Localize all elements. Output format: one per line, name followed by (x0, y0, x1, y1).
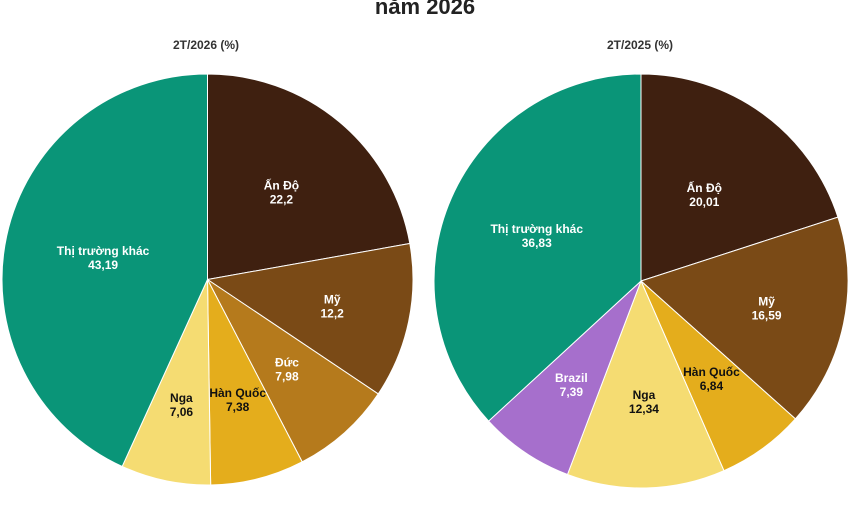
chart-title-2026: 2T/2026 (%) (172, 38, 240, 52)
slice-name: Ấn Độ (264, 177, 299, 192)
pie-slice-an-do (207, 73, 411, 281)
pie-slice-thi-truong-khac (433, 73, 642, 422)
slice-name: Mỹ (324, 293, 341, 307)
slice-value: 16,59 (752, 308, 782, 322)
slice-name: Mỹ (758, 294, 775, 308)
slice-label-thi-truong-khac: Thị trường khác 43,19 (57, 244, 150, 272)
slice-label-my: Mỹ 12,2 (321, 293, 345, 321)
slice-label-brazil: Brazil 7,39 (555, 371, 588, 399)
slice-value: 6,84 (700, 379, 724, 393)
slice-value: 7,06 (170, 405, 194, 419)
slice-label-an-do: Ấn Độ 22,2 (264, 177, 299, 206)
slice-value: 12,2 (321, 307, 345, 321)
pie-slice-my (640, 216, 849, 420)
slice-name: Hàn Quốc (209, 386, 266, 400)
slice-label-han-quoc: Hàn Quốc 6,84 (683, 365, 740, 393)
slice-value: 12,34 (629, 402, 659, 416)
pie-chart-2025: Ấn Độ 20,01 Mỹ 16,59 Hàn Quốc 6,84 Nga 12,34 Bra… (433, 73, 849, 489)
slice-name: Nga (170, 391, 193, 405)
slice-value: 7,38 (226, 400, 250, 414)
pie-slice-brazil (487, 280, 642, 476)
slice-name: Ấn Độ (687, 180, 722, 195)
pie-slice-thi-truong-khac (1, 73, 208, 468)
pie-slice-duc (207, 279, 379, 463)
slice-name: Thị trường khác (490, 222, 583, 236)
slice-value: 7,39 (560, 385, 584, 399)
pie-slice-nga (566, 279, 725, 489)
slice-value: 20,01 (689, 195, 719, 209)
slice-label-duc: Đức 7,98 (275, 355, 299, 383)
slice-label-thi-truong-khac: Thị trường khác 36,83 (490, 222, 583, 250)
slice-value: 7,98 (275, 369, 299, 383)
slice-value: 36,83 (522, 236, 552, 250)
pie-chart-2026: Ấn Độ 22,2 Mỹ 12,2 Đức 7,98 Hàn Quốc 7,38 Nga 7,0… (1, 73, 414, 486)
slice-name: Đức (275, 355, 299, 369)
slice-label-my: Mỹ 16,59 (752, 294, 782, 322)
slice-value: 22,2 (270, 192, 294, 206)
slice-name: Hàn Quốc (683, 365, 740, 379)
slice-name: Brazil (555, 371, 588, 385)
slice-name: Nga (633, 388, 656, 402)
pie-slice-my (206, 242, 414, 395)
chart-title-2025: 2T/2025 (%) (606, 38, 674, 52)
page-title: năm 2026 (374, 0, 476, 19)
slice-value: 43,19 (88, 258, 118, 272)
slice-label-han-quoc: Hàn Quốc 7,38 (209, 386, 266, 414)
slice-label-nga: Nga 12,34 (629, 388, 659, 416)
slice-name: Thị trường khác (57, 244, 150, 258)
slice-label-an-do: Ấn Độ 20,01 (687, 180, 722, 209)
pie-slice-an-do (640, 73, 839, 282)
slice-label-nga: Nga 7,06 (170, 391, 194, 419)
